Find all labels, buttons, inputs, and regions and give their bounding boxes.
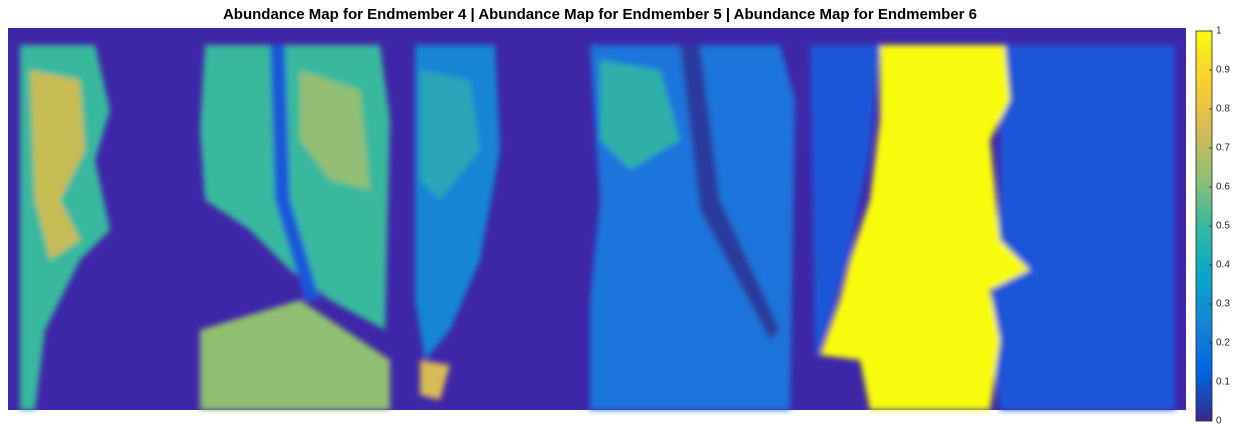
- panel-3: [810, 45, 1175, 410]
- colorbar-tick-label: 1: [1216, 26, 1222, 37]
- colorbar-tick-label: 0.8: [1216, 104, 1230, 115]
- colorbar-tick-label: 0.3: [1216, 299, 1230, 310]
- colorbar-tick-label: 0: [1216, 416, 1222, 425]
- image-panels: [8, 28, 1186, 410]
- colorbar-tick-label: 0.5: [1216, 221, 1230, 232]
- colorbar-tick-label: 0.4: [1216, 260, 1230, 271]
- panel-1: [20, 45, 390, 410]
- colorbar-tick-label: 0.9: [1216, 65, 1230, 76]
- panel-2: [415, 45, 795, 410]
- colorbar-tick-label: 0.6: [1216, 182, 1230, 193]
- colorbar-tick-label: 0.2: [1216, 338, 1230, 349]
- chart-title: Abundance Map for Endmember 4 | Abundanc…: [223, 6, 977, 23]
- colorbar-tick-label: 0.1: [1216, 377, 1230, 388]
- colorbar-tick-label: 0.7: [1216, 143, 1230, 154]
